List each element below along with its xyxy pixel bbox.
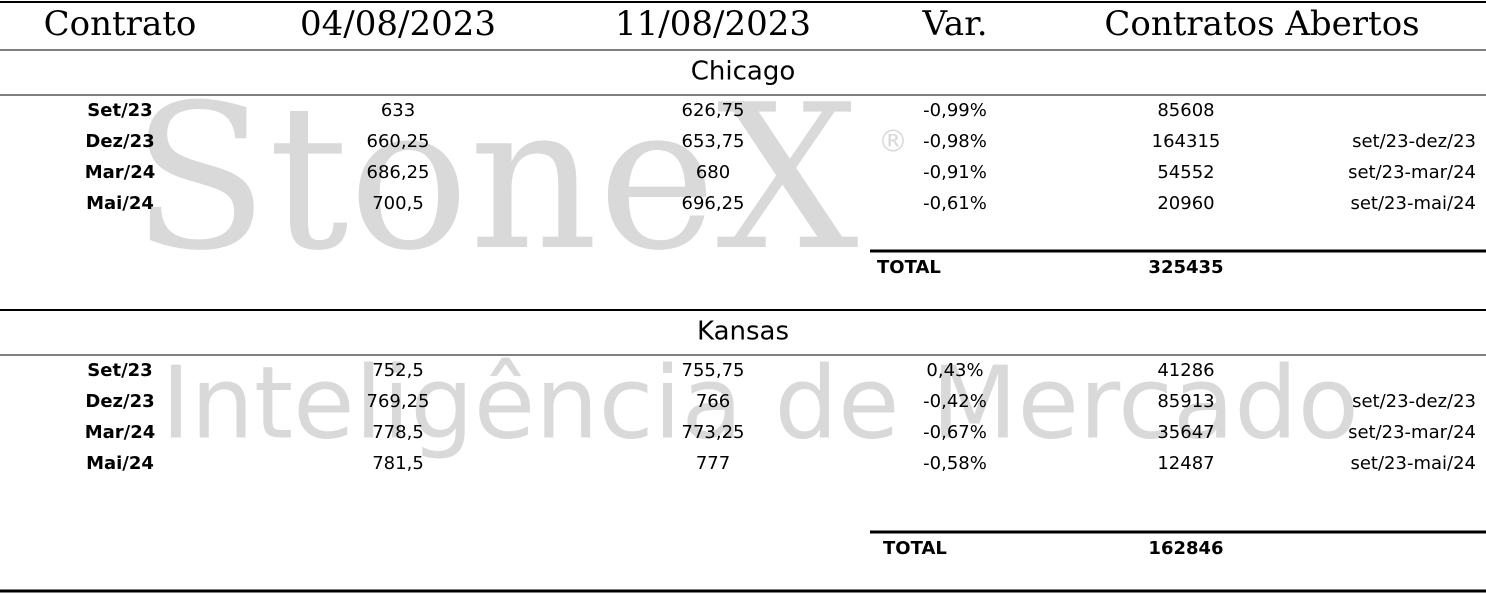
price-cell: 696,25 — [682, 193, 745, 214]
contract-cell: Mar/24 — [85, 162, 156, 183]
spread-cell: set/23-mai/24 — [1350, 193, 1476, 214]
price-cell: 781,5 — [372, 453, 424, 474]
open-interest-cell: 41286 — [1157, 360, 1214, 381]
open-interest-cell: 12487 — [1157, 453, 1214, 474]
variation-cell: -0,67% — [923, 422, 987, 443]
price-cell: 660,25 — [367, 131, 430, 152]
spread-cell: set/23-mar/24 — [1348, 422, 1476, 443]
contract-cell: Mar/24 — [85, 422, 156, 443]
price-cell: 626,75 — [682, 100, 745, 121]
price-cell: 778,5 — [372, 422, 424, 443]
open-interest-cell: 35647 — [1157, 422, 1214, 443]
open-interest-cell: 164315 — [1152, 131, 1221, 152]
section-title: Kansas — [697, 317, 789, 347]
total-label: TOTAL — [877, 257, 941, 278]
contract-cell: Mai/24 — [86, 453, 154, 474]
variation-cell: -0,91% — [923, 162, 987, 183]
watermark-tagline: Inteligência de Mercado — [161, 344, 1359, 461]
price-cell: 680 — [696, 162, 730, 183]
open-interest-cell: 85608 — [1157, 100, 1214, 121]
total-value: 325435 — [1148, 257, 1223, 278]
variation-cell: -0,42% — [923, 391, 987, 412]
price-cell: 773,25 — [682, 422, 745, 443]
total-value: 162846 — [1148, 538, 1223, 559]
spread-cell: set/23-mai/24 — [1350, 453, 1476, 474]
spread-cell: set/23-mar/24 — [1348, 162, 1476, 183]
price-cell: 766 — [696, 391, 730, 412]
variation-cell: -0,98% — [923, 131, 987, 152]
variation-cell: 0,43% — [926, 360, 983, 381]
spread-cell: set/23-dez/23 — [1352, 131, 1476, 152]
column-header: Contrato — [44, 4, 197, 44]
open-interest-cell: 54552 — [1157, 162, 1214, 183]
price-cell: 752,5 — [372, 360, 424, 381]
price-cell: 700,5 — [372, 193, 424, 214]
section-title: Chicago — [691, 57, 796, 87]
variation-cell: -0,61% — [923, 193, 987, 214]
contract-cell: Set/23 — [87, 100, 152, 121]
watermark-mark: ® — [878, 125, 908, 160]
variation-cell: -0,58% — [923, 453, 987, 474]
open-interest-cell: 85913 — [1157, 391, 1214, 412]
variation-cell: -0,99% — [923, 100, 987, 121]
column-header: Contratos Abertos — [1104, 4, 1419, 44]
contract-cell: Dez/23 — [85, 391, 154, 412]
price-cell: 769,25 — [367, 391, 430, 412]
contract-cell: Set/23 — [87, 360, 152, 381]
price-cell: 653,75 — [682, 131, 745, 152]
contract-cell: Dez/23 — [85, 131, 154, 152]
open-interest-cell: 20960 — [1157, 193, 1214, 214]
price-cell: 633 — [381, 100, 415, 121]
total-label: TOTAL — [883, 538, 947, 559]
watermark-brand: StoneX — [131, 62, 858, 295]
column-header: Var. — [921, 4, 987, 44]
price-cell: 755,75 — [682, 360, 745, 381]
spread-cell: set/23-dez/23 — [1352, 391, 1476, 412]
price-cell: 777 — [696, 453, 730, 474]
column-header: 04/08/2023 — [300, 4, 496, 44]
contract-cell: Mai/24 — [86, 193, 154, 214]
column-header: 11/08/2023 — [615, 4, 811, 44]
price-cell: 686,25 — [367, 162, 430, 183]
